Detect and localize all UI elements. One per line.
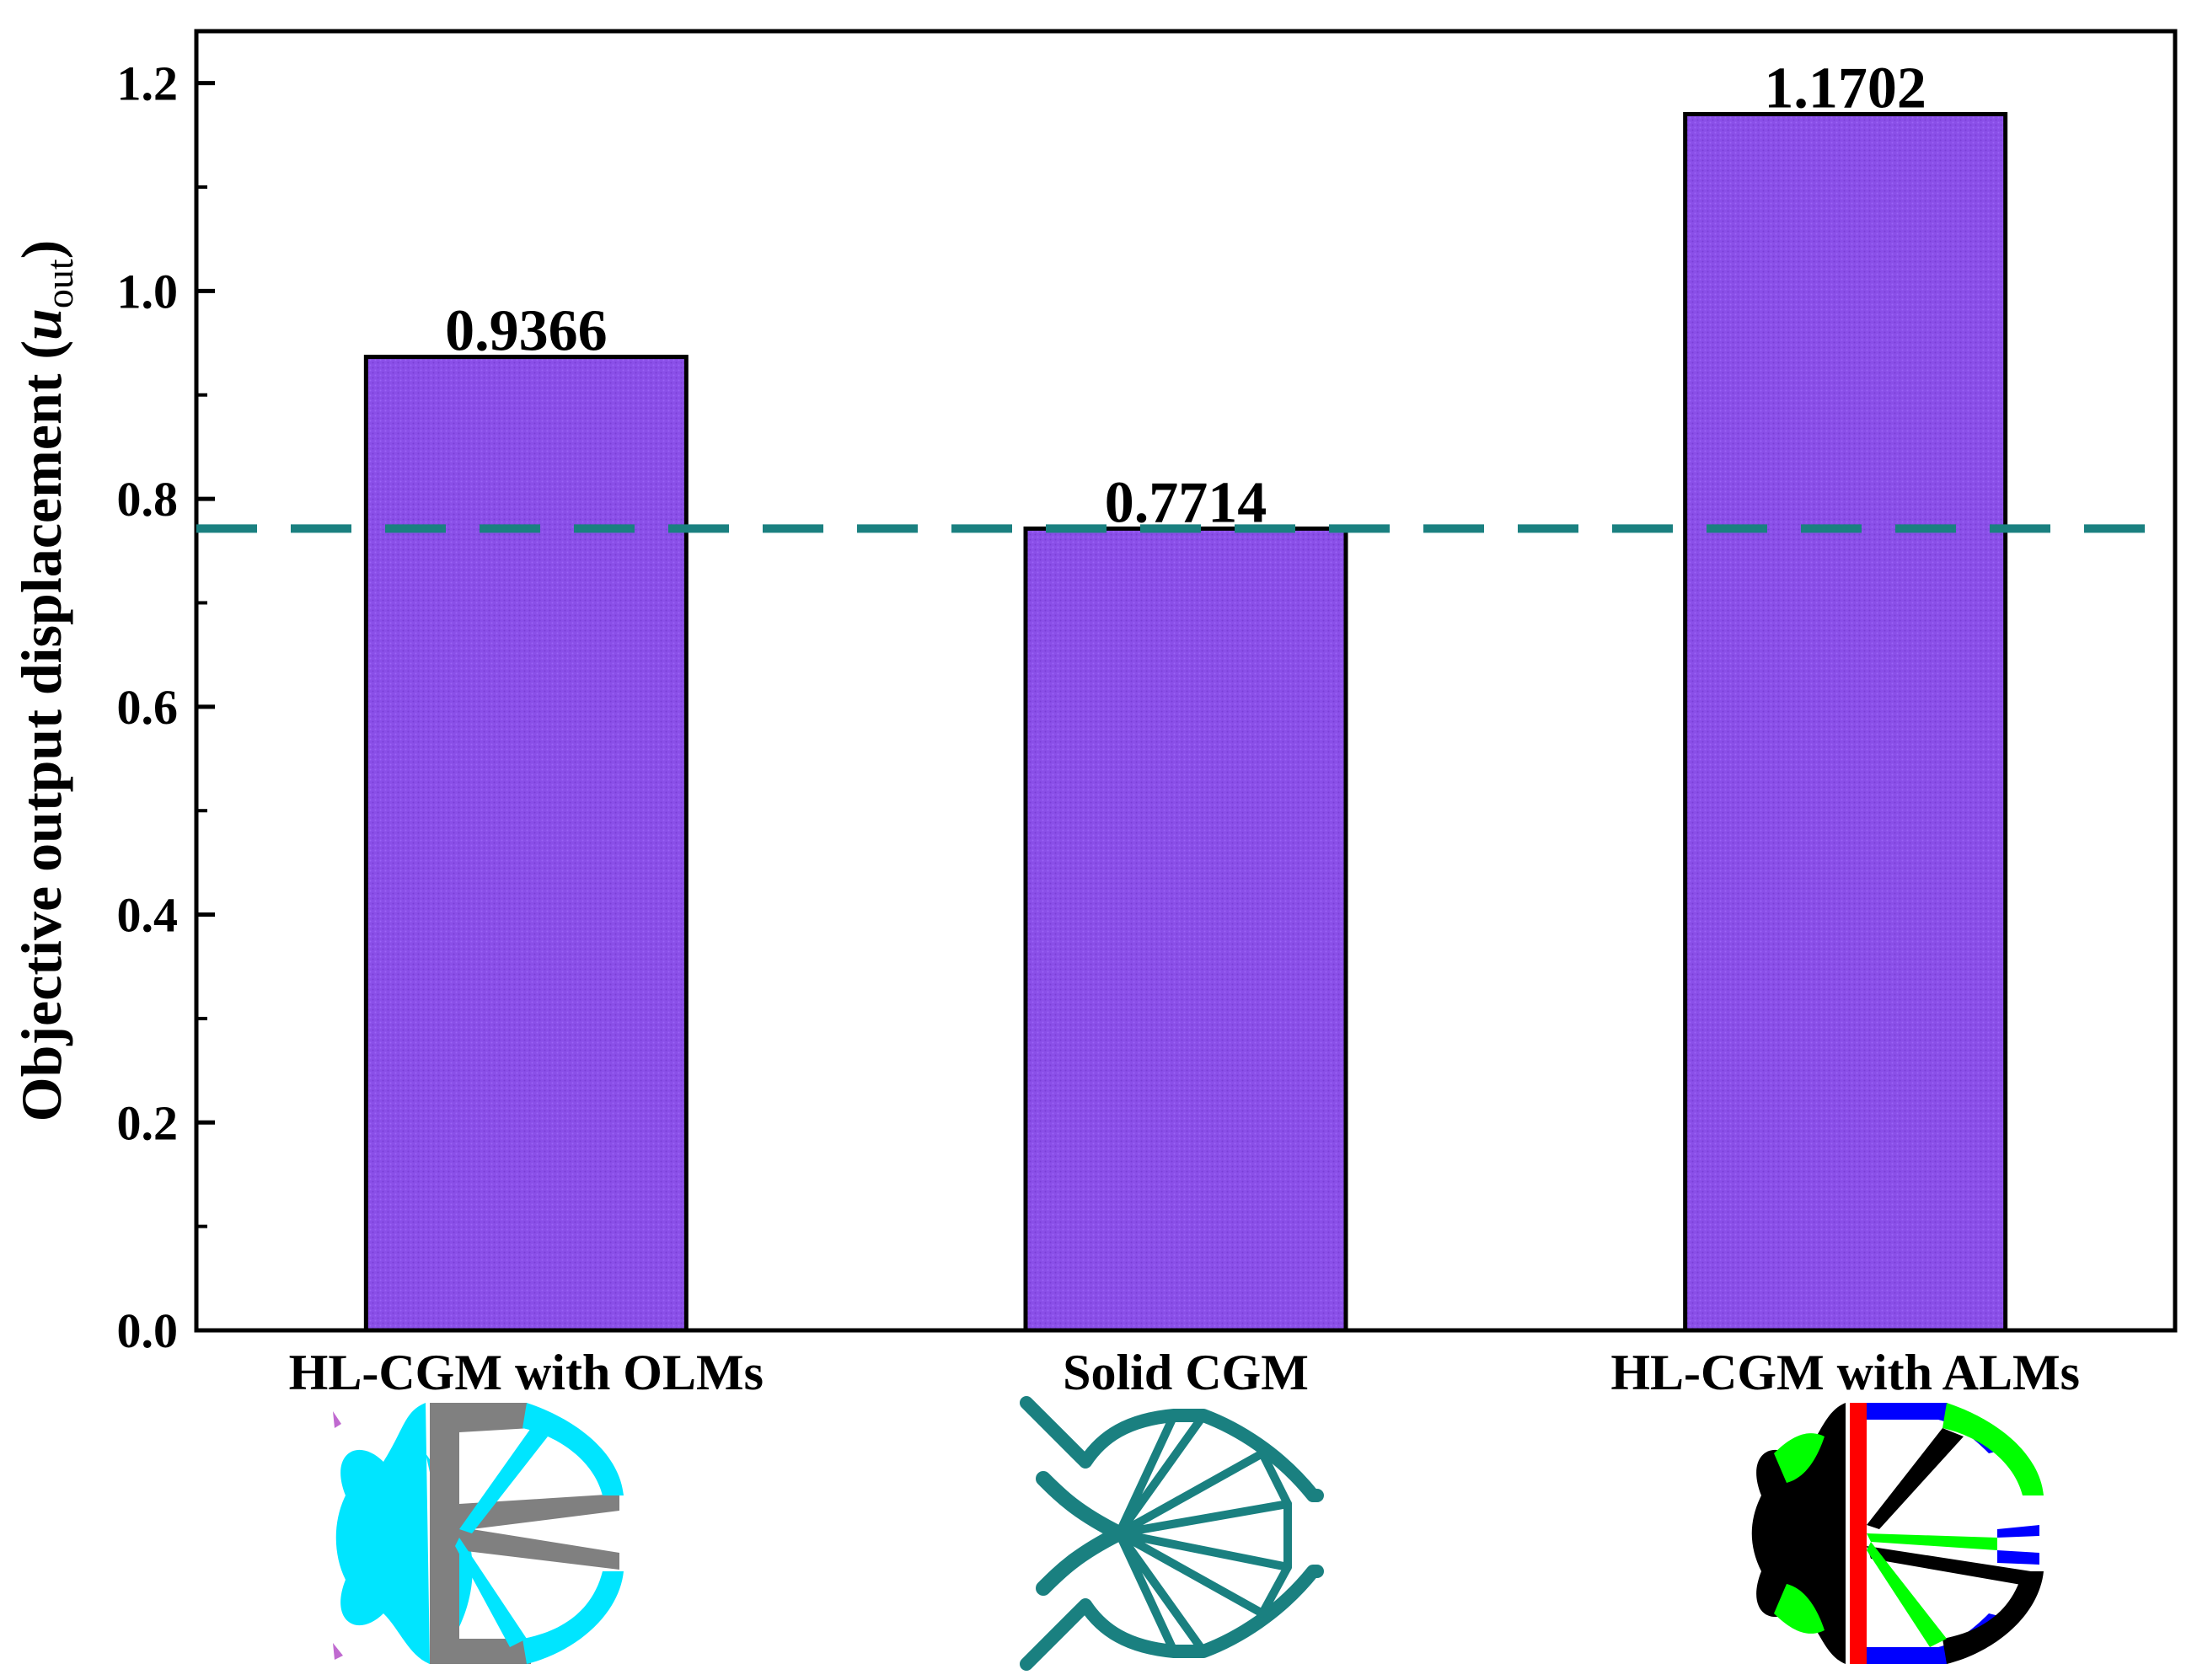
olm-grey-fan bbox=[459, 1494, 619, 1570]
alm-structure-thumbnail bbox=[1751, 1403, 2044, 1664]
olm-cyan-spokes bbox=[455, 1428, 548, 1647]
y-axis-title-text: Objective output displacement ( bbox=[9, 340, 73, 1121]
bar-value-label: 0.9366 bbox=[445, 299, 608, 364]
alm-blue-top bbox=[1867, 1403, 2006, 1453]
solid-inner-arc bbox=[1258, 1449, 1292, 1618]
olm-grey-spine bbox=[430, 1403, 459, 1664]
bar bbox=[363, 355, 689, 1333]
bar-value-label: 1.1702 bbox=[1764, 56, 1926, 120]
alm-green-arc bbox=[1942, 1403, 2044, 1495]
y-axis-title-subscript: out bbox=[38, 259, 81, 308]
y-tick-label: 0.2 bbox=[117, 1095, 179, 1150]
solid-spokes bbox=[1115, 1411, 1292, 1656]
alm-black-arc bbox=[1942, 1571, 2044, 1664]
alm-blue-fan bbox=[1997, 1525, 2039, 1565]
category-labels: HL-CGM with OLMs Solid CGM HL-CGM with ALM… bbox=[289, 1345, 2080, 1400]
y-tick-label: 0.6 bbox=[117, 680, 179, 735]
alm-blue-bottom bbox=[1867, 1613, 2006, 1664]
olm-cyan-arc-top bbox=[522, 1403, 624, 1495]
olm-grey-top bbox=[459, 1403, 531, 1432]
y-tick-label: 1.2 bbox=[117, 56, 179, 111]
y-axis-title: Objective output displacement (uout) bbox=[9, 240, 81, 1122]
solid-left-loop bbox=[1036, 1471, 1127, 1596]
y-axis-title-symbol: u bbox=[9, 308, 73, 340]
olm-grey-bottom bbox=[459, 1639, 531, 1664]
y-tick-label: 0.8 bbox=[117, 472, 179, 527]
alm-red-spine bbox=[1850, 1403, 1867, 1664]
category-label: HL-CGM with OLMs bbox=[289, 1345, 764, 1400]
bar bbox=[1683, 111, 2008, 1333]
solid-structure-thumbnail bbox=[1020, 1396, 1324, 1671]
alm-green-lobes bbox=[1774, 1433, 1825, 1634]
category-label: HL-CGM with ALMs bbox=[1610, 1345, 2080, 1400]
olm-cyan-lobes bbox=[335, 1403, 430, 1664]
y-axis-title-close: ) bbox=[9, 240, 73, 259]
alm-black-lobes bbox=[1751, 1403, 1846, 1664]
y-tick-label: 0.4 bbox=[117, 888, 179, 943]
olm-structure-thumbnail bbox=[333, 1403, 624, 1664]
alm-green-spokes bbox=[1867, 1533, 1997, 1647]
category-label: Solid CGM bbox=[1063, 1345, 1309, 1400]
olm-cyan-arc-bottom bbox=[522, 1571, 624, 1664]
bar bbox=[1023, 526, 1348, 1333]
y-tick-label: 0.0 bbox=[117, 1303, 179, 1358]
bars bbox=[363, 111, 2008, 1333]
y-ticks: 0.0 0.2 0.4 0.6 0.8 1.0 1.2 bbox=[117, 56, 215, 1358]
alm-black-spokes bbox=[1867, 1428, 2031, 1586]
y-tick-label: 1.0 bbox=[117, 264, 179, 318]
